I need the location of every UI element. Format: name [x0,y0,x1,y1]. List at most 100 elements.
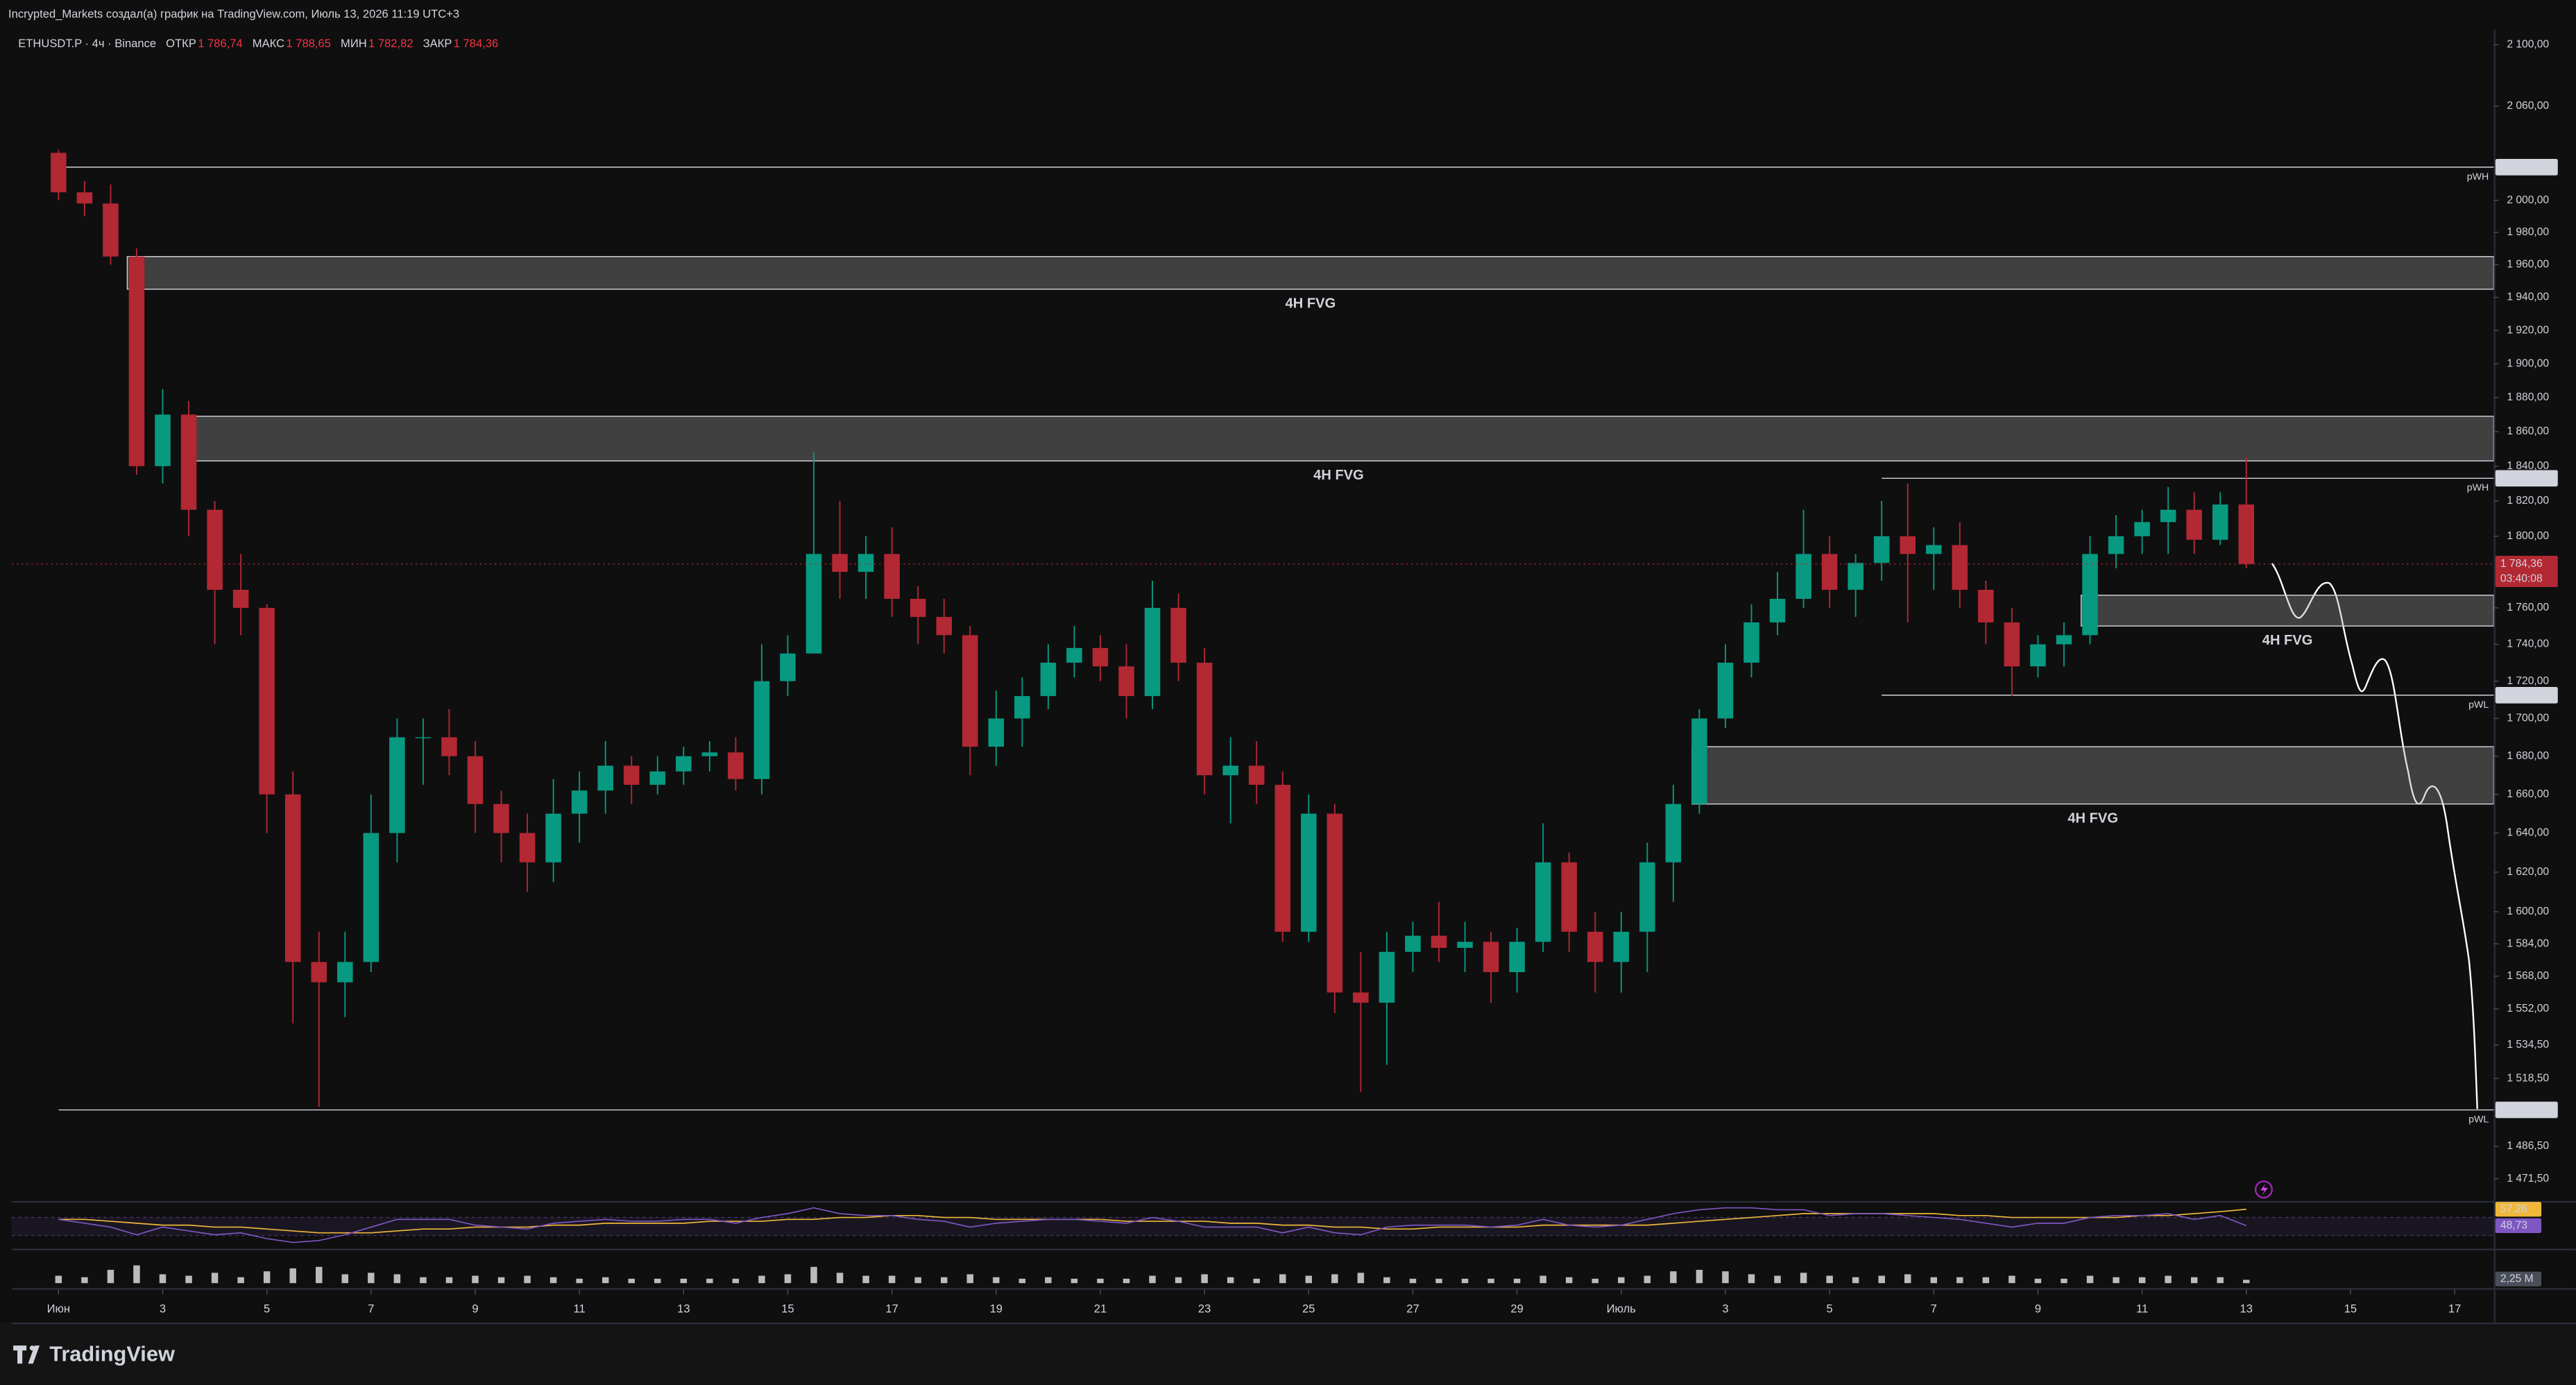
countdown: 03:40:08 [2500,572,2543,584]
candle-body [128,256,145,466]
y-tick-label: 1 860,00 [2507,425,2549,437]
volume-bar [1696,1270,1703,1284]
volume-bar [2138,1277,2146,1284]
y-tick-label: 1 840,00 [2507,460,2549,472]
candle-body [1144,608,1161,697]
y-tick-label: 1 584,00 [2507,937,2549,949]
candle-body [155,414,171,466]
volume-bar [1435,1278,1442,1284]
volume-bar [1904,1274,1911,1284]
x-tick-label: 19 [990,1302,1003,1315]
candle-body [284,794,301,962]
volume-bar [2190,1277,2198,1284]
candle-body [1717,663,1734,719]
candle-body [363,833,379,962]
alert-bolt [2260,1183,2268,1196]
candle-body [910,598,926,618]
y-tick-label: 1 980,00 [2507,226,2549,238]
y-tick-label: 1 960,00 [2507,259,2549,271]
ohlc-value: 1 788,65 [286,37,330,50]
volume-bar [107,1270,114,1284]
volume-bar [472,1275,479,1284]
x-tick-label: 5 [1827,1302,1833,1315]
candle-body [51,153,67,193]
volume-bar [654,1278,661,1284]
fvg-zone [1691,746,2494,805]
candle-body [1353,992,1369,1003]
x-tick-label: 11 [2136,1302,2148,1315]
ohlc-value: 1 786,74 [198,37,242,50]
volume-bar [810,1266,817,1284]
volume-bar [420,1277,427,1284]
volume-bar [2217,1277,2224,1284]
volume-bar [1930,1277,1938,1284]
volume-bar [576,1278,583,1284]
legend: ETHUSDT.P · 4ч · Binance ОТКР 1 786,74 МА… [18,37,498,50]
y-tick-label: 2 060,00 [2507,100,2549,112]
footer-bar [0,1323,2576,1385]
y-tick-label: 1 900,00 [2507,357,2549,369]
volume-bar [1175,1277,1182,1284]
candle-body [1066,647,1082,663]
y-tick-label: 2 100,00 [2507,39,2549,51]
volume-bar [1253,1278,1260,1284]
last-price: 1 784,36 [2500,558,2543,570]
volume-bar [185,1275,192,1284]
y-tick-label: 1 920,00 [2507,324,2549,336]
candle-body [2238,504,2255,564]
volume-bar [966,1274,974,1284]
candle-body [1978,590,1994,622]
candle-body [1431,935,1447,948]
fvg-label: 4H FVG [1313,468,1364,483]
volume-bar [549,1277,557,1284]
last-price-box [2495,556,2558,588]
candle-body [1769,598,1786,622]
volume-bar [1045,1277,1052,1284]
volume-bar [1826,1275,1833,1284]
x-tick-label: 17 [885,1302,898,1315]
y-tick-label: 1 940,00 [2507,291,2549,303]
alert-circle [2254,1180,2273,1199]
y-tick-label: 1 471,50 [2507,1173,2549,1184]
x-tick-label: 9 [2035,1302,2041,1315]
x-tick-label: 5 [264,1302,270,1315]
volume-bar [993,1277,1000,1284]
level-price-box [2495,470,2558,487]
volume-bar [1123,1278,1130,1284]
level-price: 1 503,60 [2500,1104,2543,1116]
level-name: pWH [2467,482,2489,493]
candle-body [1535,862,1551,942]
volume-bar [758,1275,765,1284]
rsi-value: 57,26 [2500,1203,2527,1215]
candle-body [1691,718,1707,804]
candle-body [1196,663,1213,776]
x-tick-label: 11 [574,1302,586,1315]
x-tick-label: 9 [472,1302,478,1315]
candle-body [1665,804,1682,863]
volume-bar [914,1277,921,1284]
volume-bar [2113,1277,2119,1284]
x-tick-label: 29 [1510,1302,1523,1315]
volume-bar [237,1277,244,1284]
volume-bar [497,1277,505,1284]
candle-body [676,756,692,772]
level-price: 1 712,45 [2500,689,2543,701]
volume-bar [81,1277,88,1284]
x-tick-label: Июль [1607,1302,1636,1315]
volume-bar [1383,1277,1390,1284]
volume-bar [784,1274,792,1284]
candle-body [1092,647,1109,667]
x-tick-label: 23 [1198,1302,1211,1315]
ohlc-value: 1 784,36 [454,37,498,50]
candle-body [1587,931,1603,962]
candle-body [858,554,874,572]
x-tick-label: 7 [1931,1302,1937,1315]
volume-bar [263,1271,271,1284]
volume-bar [1982,1277,1990,1284]
candle-body [311,962,327,983]
candle-body [1118,666,1134,697]
volume-bar [1461,1278,1469,1284]
volume-bar [1279,1274,1286,1284]
